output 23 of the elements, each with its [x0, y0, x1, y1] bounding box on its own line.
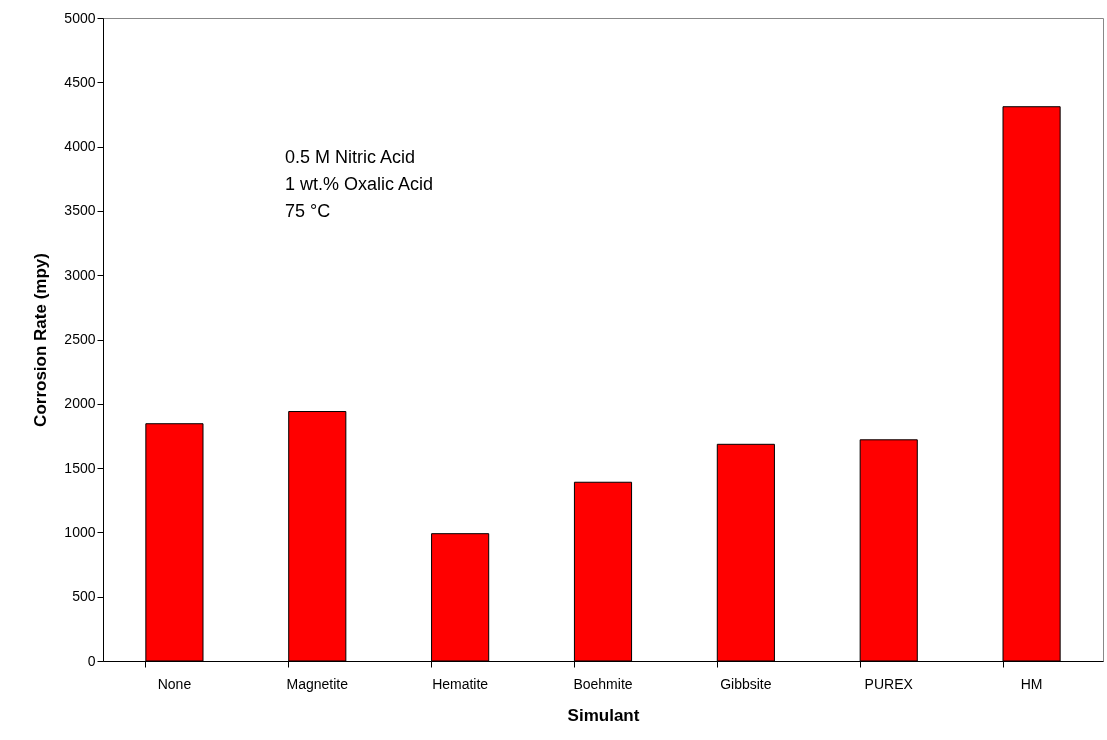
- y-axis-title: Corrosion Rate (mpy): [31, 253, 51, 427]
- y-tick-label: 0: [87, 652, 96, 669]
- y-tick-label: 3500: [64, 202, 96, 219]
- y-tick-label: 2000: [64, 395, 96, 412]
- annotation: 75 °C: [285, 201, 331, 221]
- y-tick-label: 4500: [64, 73, 96, 90]
- x-tick-label: Boehmite: [573, 675, 633, 692]
- y-tick-label: 3000: [64, 266, 96, 283]
- x-tick-label: Magnetite: [286, 675, 349, 692]
- x-tick-label: HM: [1020, 675, 1043, 692]
- x-tick-label: None: [157, 675, 192, 692]
- y-tick-label: 4000: [64, 138, 96, 155]
- y-tick-label: 1500: [64, 459, 96, 476]
- y-tick-label: 2500: [64, 331, 96, 347]
- y-tick-label: 500: [72, 588, 96, 605]
- x-tick-label: Hematite: [432, 675, 489, 692]
- annotation: 1 wt.% Oxalic Acid: [285, 174, 434, 194]
- x-axis-title: Simulant: [567, 705, 640, 725]
- x-tick-label: Gibbsite: [720, 675, 772, 692]
- y-tick-label: 1000: [64, 523, 96, 540]
- annotation: 0.5 M Nitric Acid: [285, 147, 416, 167]
- y-tick-label: 5000: [64, 9, 96, 26]
- x-tick-label: PUREX: [864, 675, 914, 692]
